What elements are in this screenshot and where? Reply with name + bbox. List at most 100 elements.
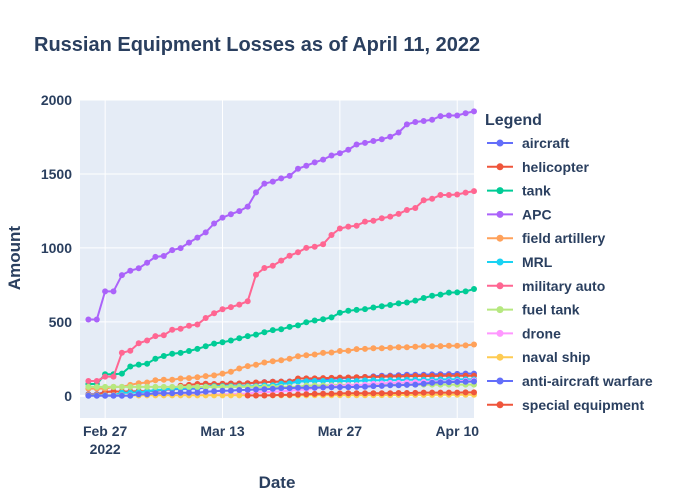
legend-item: helicopter bbox=[487, 159, 589, 175]
data-point bbox=[110, 392, 117, 399]
data-point bbox=[211, 310, 218, 317]
data-point bbox=[110, 383, 117, 390]
data-point bbox=[471, 341, 477, 348]
data-point bbox=[253, 361, 259, 368]
data-point bbox=[336, 150, 343, 157]
data-point bbox=[253, 189, 259, 196]
data-point bbox=[202, 373, 209, 380]
legend-item: fuel tank bbox=[487, 302, 580, 318]
data-point bbox=[378, 382, 385, 389]
data-point bbox=[462, 110, 469, 117]
data-point bbox=[261, 180, 268, 187]
data-point bbox=[118, 392, 125, 399]
data-point bbox=[202, 383, 209, 390]
data-point bbox=[345, 390, 352, 397]
data-point bbox=[311, 384, 318, 391]
data-point bbox=[345, 307, 352, 314]
data-point bbox=[320, 349, 327, 356]
data-point bbox=[437, 379, 444, 386]
data-point bbox=[387, 390, 394, 397]
data-point bbox=[227, 392, 234, 399]
data-point bbox=[261, 359, 268, 366]
data-point bbox=[295, 391, 301, 398]
data-point bbox=[160, 253, 167, 259]
data-point bbox=[336, 309, 343, 316]
data-point bbox=[169, 326, 176, 333]
data-point bbox=[303, 378, 310, 385]
data-point bbox=[336, 225, 343, 232]
legend-label: military auto bbox=[522, 278, 605, 294]
data-point bbox=[269, 385, 276, 392]
data-point bbox=[328, 378, 335, 384]
data-point bbox=[362, 218, 368, 225]
data-point bbox=[320, 156, 327, 163]
data-point bbox=[387, 302, 394, 308]
data-point bbox=[420, 380, 427, 387]
legend-item: field artillery bbox=[487, 230, 605, 246]
data-point bbox=[194, 383, 201, 390]
data-point bbox=[295, 353, 301, 360]
data-point bbox=[135, 383, 142, 390]
data-point bbox=[462, 378, 469, 385]
data-point bbox=[353, 383, 360, 390]
data-point bbox=[144, 360, 151, 367]
data-point bbox=[454, 289, 461, 296]
data-point bbox=[370, 345, 377, 352]
data-point bbox=[160, 332, 167, 339]
data-point bbox=[370, 217, 377, 224]
data-point bbox=[227, 387, 234, 394]
legend-swatch-marker bbox=[496, 329, 504, 337]
data-point bbox=[429, 343, 436, 350]
data-point bbox=[412, 297, 419, 304]
data-point bbox=[437, 389, 444, 396]
data-point bbox=[118, 370, 125, 377]
legend-title: Legend bbox=[485, 112, 542, 129]
data-point bbox=[445, 112, 452, 119]
data-point bbox=[186, 239, 192, 246]
data-point bbox=[227, 368, 234, 375]
data-point bbox=[454, 112, 461, 119]
data-point bbox=[278, 391, 285, 398]
data-point bbox=[144, 259, 151, 266]
data-point bbox=[395, 129, 402, 136]
data-point bbox=[177, 375, 184, 382]
data-point bbox=[437, 113, 444, 120]
data-point bbox=[345, 347, 352, 354]
data-point bbox=[437, 343, 444, 350]
data-point bbox=[429, 292, 436, 299]
data-point bbox=[169, 247, 176, 254]
data-point bbox=[336, 390, 343, 397]
data-point bbox=[403, 390, 410, 396]
series bbox=[85, 108, 477, 399]
data-point bbox=[261, 386, 268, 393]
legend-item: MRL bbox=[487, 254, 553, 270]
data-point bbox=[85, 392, 92, 399]
data-point bbox=[236, 335, 243, 342]
data-point bbox=[85, 383, 92, 390]
data-point bbox=[362, 390, 368, 397]
data-point bbox=[412, 343, 419, 350]
data-point bbox=[311, 351, 318, 358]
data-point bbox=[429, 195, 436, 202]
legend-item: military auto bbox=[487, 278, 605, 294]
data-point bbox=[169, 383, 176, 390]
data-point bbox=[152, 383, 159, 390]
data-point bbox=[152, 377, 159, 384]
data-point bbox=[454, 378, 461, 385]
data-point bbox=[278, 357, 285, 364]
data-point bbox=[295, 165, 301, 172]
data-point bbox=[102, 373, 109, 380]
data-point bbox=[403, 381, 410, 388]
data-point bbox=[403, 207, 410, 213]
data-point bbox=[445, 192, 452, 198]
data-point bbox=[253, 271, 259, 278]
data-point bbox=[211, 340, 218, 347]
data-point bbox=[278, 385, 285, 392]
data-point bbox=[278, 257, 285, 264]
legend-label: special equipment bbox=[522, 397, 644, 413]
legend-label: APC bbox=[522, 206, 552, 222]
data-point bbox=[303, 319, 310, 326]
legend: Legend aircraft helicopter tank APC field ar… bbox=[485, 112, 653, 413]
data-point bbox=[236, 208, 243, 215]
